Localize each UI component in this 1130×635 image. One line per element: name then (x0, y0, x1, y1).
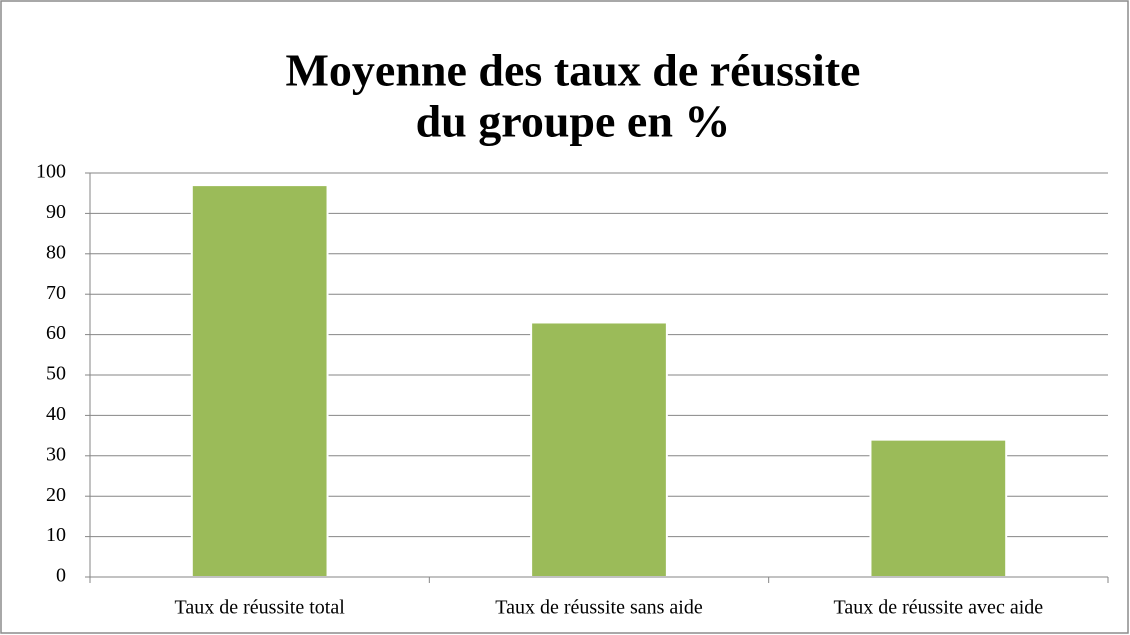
bar (190, 184, 329, 578)
x-tick-label: Taux de réussite avec aide (834, 597, 1044, 619)
y-tick-label: 10 (46, 524, 66, 546)
y-tick-label: 50 (46, 363, 66, 385)
y-tick-label: 20 (46, 484, 66, 506)
x-tick-label: Taux de réussite total (175, 597, 346, 619)
chart-title: Moyenne des taux de réussite (286, 45, 861, 96)
y-tick-label: 60 (46, 322, 66, 344)
y-tick-label: 0 (56, 565, 66, 587)
y-tick-label: 80 (46, 241, 66, 263)
y-tick-label: 70 (46, 282, 66, 304)
bar (530, 321, 668, 579)
y-tick-label: 100 (36, 161, 66, 183)
bar (869, 438, 1008, 579)
chart-title: du groupe en % (416, 96, 731, 147)
y-tick-label: 90 (46, 201, 66, 223)
y-tick-label: 40 (46, 403, 66, 425)
x-tick-label: Taux de réussite sans aide (495, 597, 703, 619)
y-tick-label: 30 (46, 443, 66, 465)
